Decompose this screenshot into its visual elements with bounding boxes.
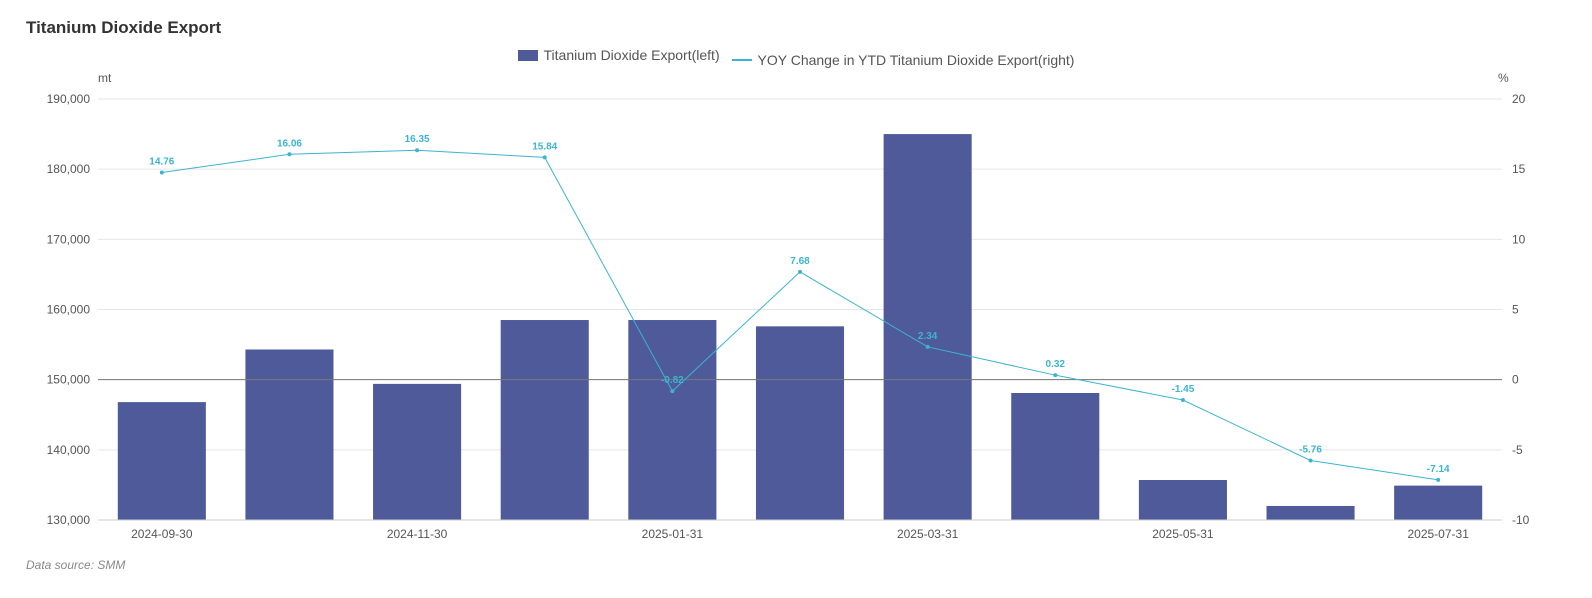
legend-item-bar[interactable]: Titanium Dioxide Export(left) <box>517 47 720 63</box>
bar <box>1011 392 1100 520</box>
line-point <box>1180 398 1185 403</box>
data-label: 7.68 <box>790 256 810 267</box>
data-label: -1.45 <box>1172 384 1195 395</box>
data-label: -5.76 <box>1299 444 1322 455</box>
bar <box>1266 505 1355 520</box>
data-label: 16.06 <box>277 138 302 149</box>
y-right-tick-label: 10 <box>1512 232 1526 246</box>
x-tick-label: 2025-03-31 <box>897 527 959 541</box>
bar <box>883 134 972 521</box>
bar <box>1394 485 1483 520</box>
bar <box>500 320 589 520</box>
data-label: -7.14 <box>1427 464 1450 475</box>
data-label: 14.76 <box>149 157 174 168</box>
line-point <box>798 269 802 274</box>
bar <box>1138 480 1227 520</box>
line-point <box>925 344 930 349</box>
y-right-tick-label: 0 <box>1512 373 1519 387</box>
x-tick-label: 2025-05-31 <box>1152 527 1214 541</box>
data-label: 15.84 <box>532 141 557 152</box>
y-right-tick-label: -10 <box>1512 513 1530 527</box>
y-left-unit: mt <box>98 71 112 85</box>
y-left-tick-label: 190,000 <box>47 92 91 106</box>
legend-bar-swatch <box>517 49 538 61</box>
y-left-tick-label: 150,000 <box>47 373 91 387</box>
x-tick-label: 2025-01-31 <box>642 527 704 541</box>
y-right-tick-label: 20 <box>1512 92 1526 106</box>
legend-line-swatch <box>731 58 752 61</box>
bar <box>755 326 845 520</box>
bar <box>628 320 717 520</box>
y-right-tick-label: 5 <box>1512 303 1519 317</box>
legend-item-line[interactable]: YOY Change in YTD Titanium Dioxide Expor… <box>731 51 1075 68</box>
legend-bar-label: Titanium Dioxide Export(left) <box>543 47 720 63</box>
line-point <box>1053 373 1058 378</box>
data-label: 2.34 <box>918 331 938 342</box>
y-left-tick-label: 140,000 <box>47 443 91 457</box>
line-point <box>415 148 420 153</box>
x-tick-label: 2024-11-30 <box>387 527 448 541</box>
legend-line-label: YOY Change in YTD Titanium Dioxide Expor… <box>757 51 1075 68</box>
bar <box>117 402 206 520</box>
data-source: Data source: SMM <box>26 558 126 572</box>
chart-title: Titanium Dioxide Export <box>26 18 222 37</box>
data-label: -0.82 <box>661 375 684 386</box>
y-left-tick-label: 180,000 <box>47 162 91 176</box>
y-left-tick-label: 130,000 <box>47 513 91 527</box>
x-tick-label: 2024-09-30 <box>131 527 193 541</box>
y-left-tick-label: 160,000 <box>47 303 91 317</box>
x-tick-label: 2025-07-31 <box>1407 527 1469 541</box>
data-label: 0.32 <box>1046 359 1066 370</box>
bar <box>245 349 334 520</box>
line-point <box>542 155 547 160</box>
line-point <box>1308 458 1313 463</box>
line-point <box>670 389 675 394</box>
y-right-tick-label: -5 <box>1512 443 1523 457</box>
line-point <box>1436 477 1441 482</box>
line-point <box>287 152 292 157</box>
y-left-tick-label: 170,000 <box>47 232 91 246</box>
y-right-unit: % <box>1498 71 1509 85</box>
bar <box>373 383 462 520</box>
y-right-tick-label: 15 <box>1512 162 1526 176</box>
data-label: 16.35 <box>405 134 430 145</box>
legend: Titanium Dioxide Export(left) YOY Change… <box>0 47 1592 68</box>
line-point <box>159 170 164 175</box>
